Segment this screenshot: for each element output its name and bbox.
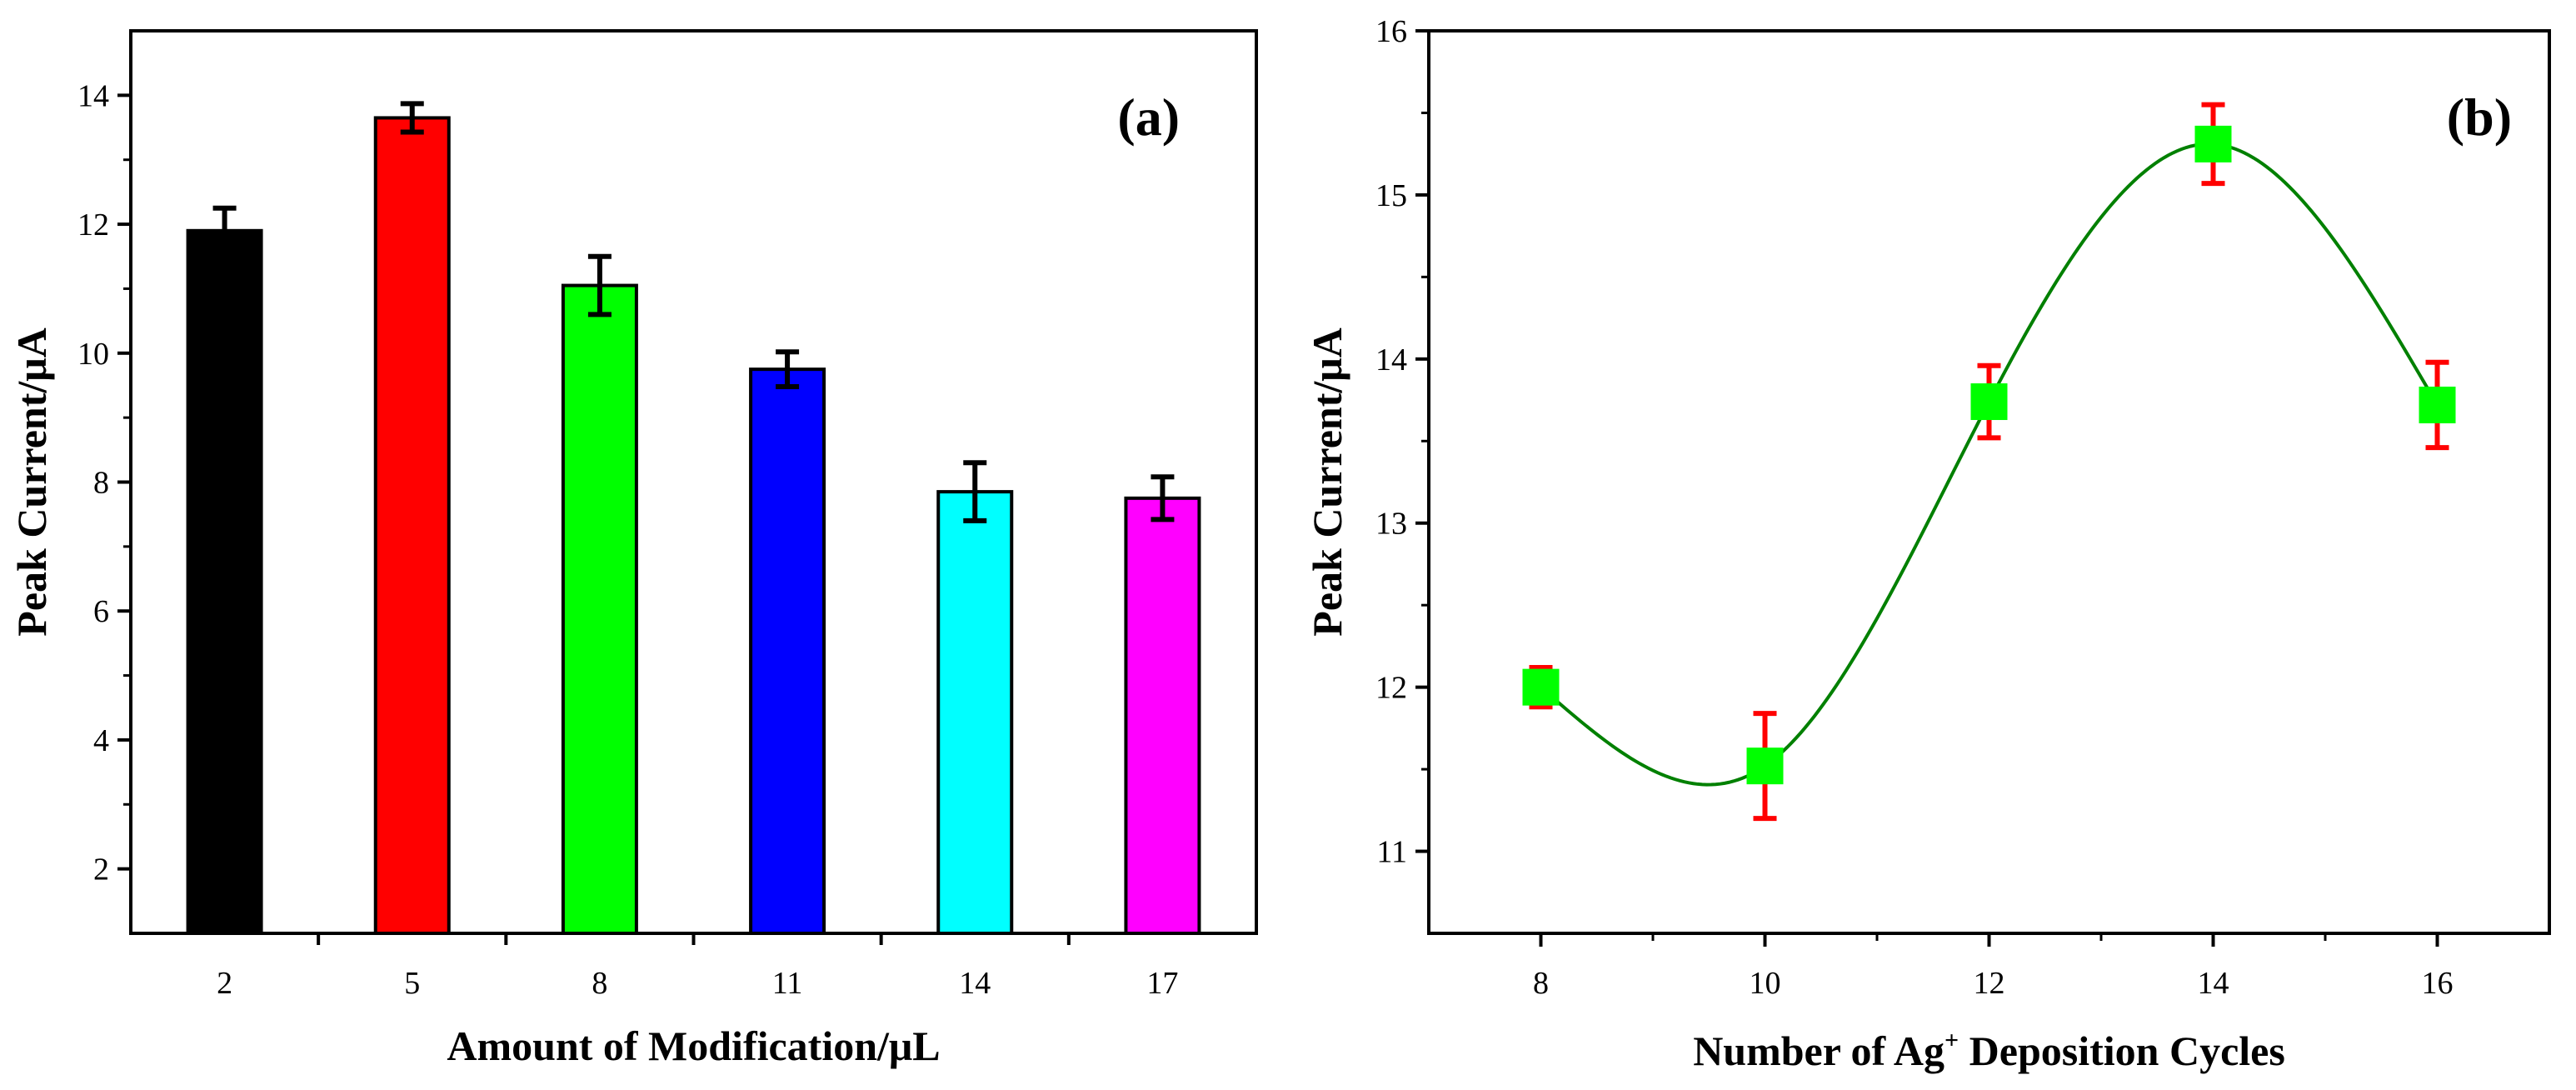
error-bars-group	[212, 101, 1175, 523]
marker-14	[2194, 125, 2232, 162]
marker-12	[1970, 383, 2008, 421]
y-tick-label-b-13: 13	[1375, 507, 1407, 542]
fit-curve	[1540, 142, 2439, 787]
x-tick-label-b-10: 10	[1750, 966, 1781, 1001]
y-tick-label-b-15: 15	[1375, 178, 1407, 213]
x-axis-title-b: Number of Ag+ Deposition Cycles	[1693, 1027, 2285, 1074]
error-bar-8	[587, 253, 612, 318]
scatter-chart-panel-b: 11 12 13 14 15 16 8 10 12 14 16 (b) Number of Ag+ …	[1304, 14, 2551, 1074]
y-axis-title-a: Peak Current/μA	[8, 328, 55, 636]
bar-2	[186, 228, 263, 935]
bar-chart-panel-a: 2 4 6 8 10 12 14 2 5 8 11 14 17 (a) Amount of Modifi…	[8, 29, 1258, 1069]
x-tick-label-b-14: 14	[2198, 966, 2229, 1001]
panel-label-a: (a)	[1117, 88, 1180, 147]
bars-group	[186, 116, 1201, 936]
y-tick-label-b-14: 14	[1375, 342, 1407, 378]
marker-10	[1746, 748, 1784, 785]
bar-11	[749, 368, 826, 935]
x-tick-label-a-17: 17	[1146, 966, 1178, 1001]
error-bar-11	[776, 349, 800, 390]
y-tick-label-b-16: 16	[1375, 14, 1407, 49]
bar-17	[1124, 496, 1201, 935]
ticks-group-b: 11 12 13 14 15 16 8 10 12 14 16	[1375, 14, 2454, 1001]
bar-14	[936, 490, 1014, 935]
x-axis-title-main: Number of Ag	[1693, 1028, 1944, 1074]
y-tick-label-a-14: 14	[77, 78, 109, 113]
x-tick-label-b-12: 12	[1974, 966, 2005, 1001]
marker-8	[1522, 668, 1560, 706]
x-axis-title-a: Amount of Modification/μL	[447, 1022, 940, 1069]
x-tick-label-a-8: 8	[592, 966, 607, 1001]
x-tick-label-a-11: 11	[772, 966, 803, 1001]
plot-frame-b	[1427, 29, 2551, 935]
x-axis-title-tail: Deposition Cycles	[1959, 1028, 2285, 1074]
error-bar-2	[212, 205, 237, 256]
y-tick-label-a-12: 12	[77, 208, 109, 242]
y-axis-title-b: Peak Current/μA	[1304, 328, 1350, 636]
markers-group	[1522, 125, 2456, 785]
x-tick-label-a-14: 14	[959, 966, 991, 1001]
y-tick-label-b-12: 12	[1375, 671, 1407, 706]
y-tick-label-a-10: 10	[77, 337, 109, 372]
bar-5	[373, 116, 451, 936]
error-bar-14	[963, 460, 987, 523]
marker-16	[2419, 386, 2456, 423]
y-tick-label-a-8: 8	[93, 466, 109, 501]
x-tick-label-a-2: 2	[217, 966, 232, 1001]
error-bar-17	[1151, 474, 1175, 522]
x-tick-label-b-16: 16	[2422, 966, 2454, 1001]
y-tick-label-a-2: 2	[93, 852, 109, 888]
y-tick-label-a-4: 4	[93, 723, 109, 758]
error-bar-5	[400, 101, 424, 135]
plot-frame-a	[129, 29, 1258, 935]
x-tick-label-b-8: 8	[1533, 966, 1549, 1001]
y-tick-label-b-11: 11	[1376, 835, 1407, 870]
bar-8	[561, 283, 638, 935]
x-axis-title-superscript: +	[1944, 1027, 1959, 1054]
ticks-group-a: 2 4 6 8 10 12 14 2 5 8 11 14 17	[77, 78, 1178, 1001]
y-tick-label-a-6: 6	[93, 594, 109, 629]
x-tick-label-a-5: 5	[404, 966, 420, 1001]
panel-label-b: (b)	[2447, 88, 2512, 147]
